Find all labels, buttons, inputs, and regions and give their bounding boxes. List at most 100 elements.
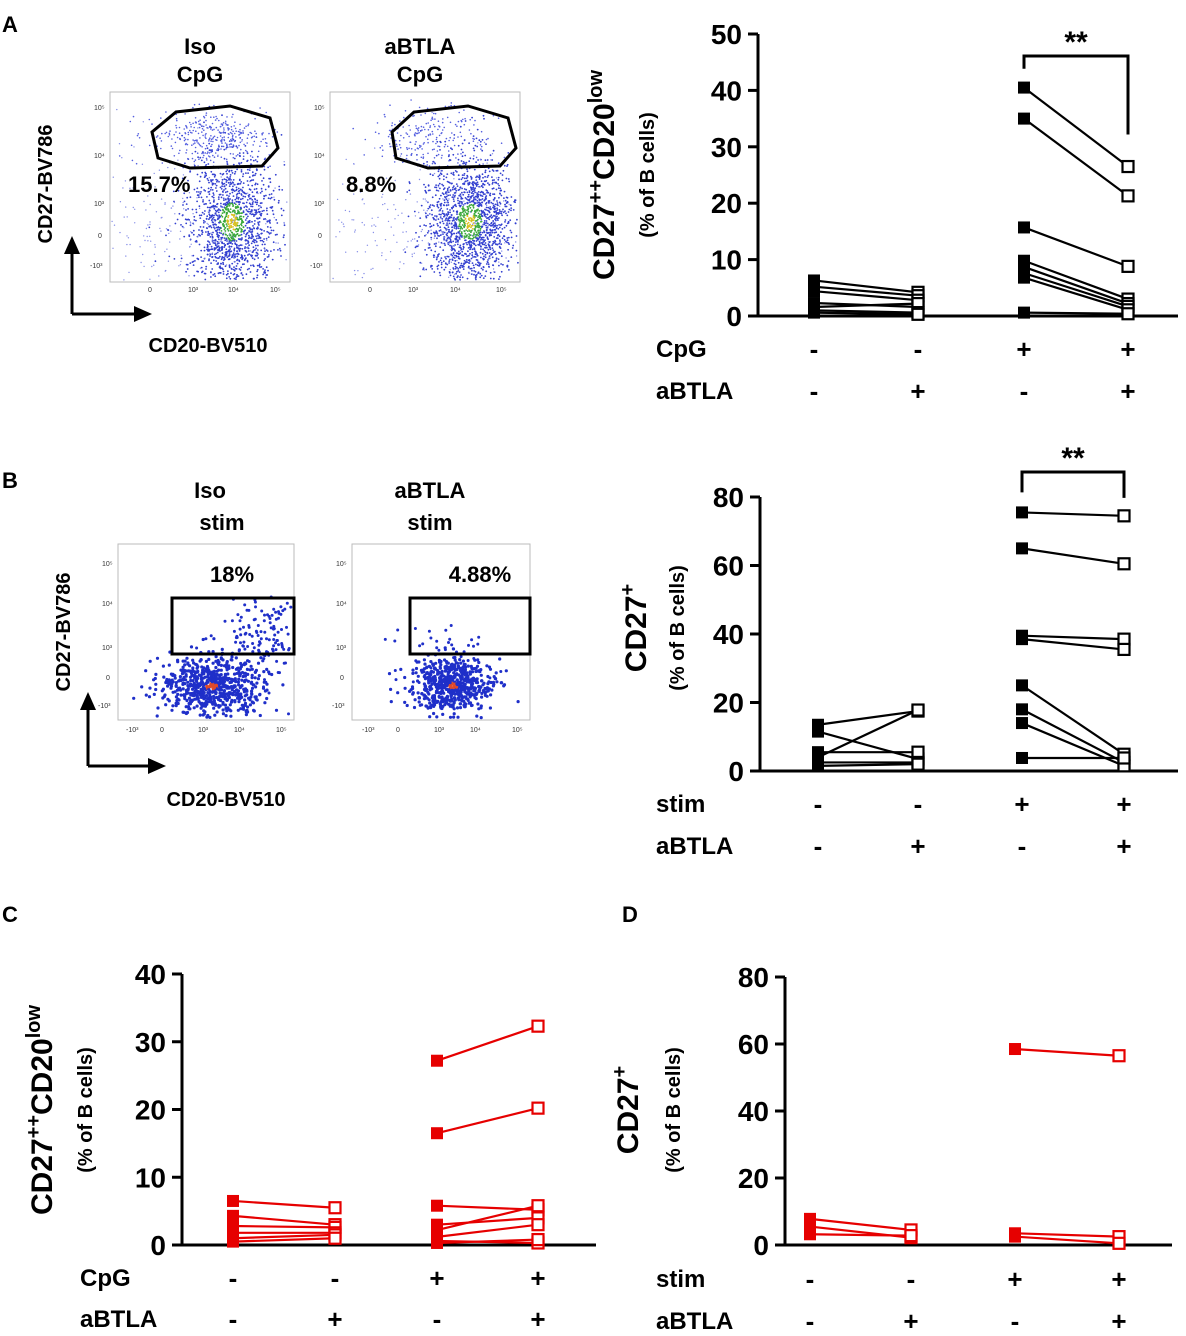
flow-event-dot: [462, 268, 465, 270]
flow-event-dot: [171, 690, 175, 694]
flow-event-dot: [236, 228, 239, 231]
flow-event-dot: [223, 138, 225, 141]
flow-event-dot: [211, 195, 214, 198]
flow-event-dot: [498, 224, 500, 226]
flow-event-dot: [458, 194, 461, 197]
flow-event-dot: [482, 223, 485, 225]
flow-event-dot: [191, 144, 193, 146]
flow-event-dot: [476, 128, 479, 131]
flow-event-dot: [438, 210, 440, 212]
flow-event-dot: [414, 238, 416, 240]
flow-event-dot: [215, 260, 218, 262]
flow-event-dot: [432, 123, 435, 126]
flow-event-dot: [440, 263, 443, 266]
flow-event-dot: [237, 187, 240, 190]
flow-event-dot: [193, 671, 197, 675]
flow-event-dot: [149, 223, 151, 226]
flow-event-dot: [447, 155, 450, 158]
flow-event-dot: [460, 232, 463, 235]
flow-event-dot: [235, 215, 237, 217]
flow-event-dot: [229, 242, 232, 245]
flow-a-y-axis-label: CD27-BV786: [35, 125, 57, 244]
flow-event-dot: [485, 206, 488, 209]
flow-event-dot: [233, 247, 236, 250]
flow-event-dot: [482, 114, 485, 117]
flow-event-dot: [164, 250, 166, 253]
flow-event-dot: [272, 638, 276, 641]
flow-event-dot: [254, 117, 256, 120]
flow-event-dot: [446, 671, 450, 676]
flow-event-dot: [175, 127, 178, 129]
flow-event-dot: [212, 182, 215, 185]
flow-event-dot: [499, 189, 502, 192]
flow-event-dot: [437, 254, 439, 256]
flow-event-dot: [260, 249, 263, 252]
flow-event-dot: [199, 119, 201, 121]
flow-event-dot: [257, 244, 259, 247]
flow-event-dot: [196, 270, 199, 273]
panel-label-a: A: [2, 12, 18, 37]
flow-event-dot: [155, 714, 159, 718]
flow-event-dot: [432, 174, 434, 177]
flow-event-dot: [457, 158, 460, 161]
flow-event-dot: [178, 126, 181, 129]
flow-event-dot: [198, 713, 202, 717]
flow-event-dot: [244, 195, 247, 198]
flow-event-dot: [210, 186, 213, 189]
flow-event-dot: [257, 208, 260, 211]
flow-event-dot: [507, 220, 510, 223]
flow-event-dot: [463, 183, 466, 185]
flow-event-dot: [455, 227, 458, 230]
flow-event-dot: [257, 253, 260, 255]
flow-event-dot: [509, 219, 512, 222]
flow-event-dot: [227, 666, 231, 671]
flow-event-dot: [194, 159, 197, 161]
flow-event-dot: [504, 219, 507, 221]
flow-event-dot: [492, 268, 495, 270]
flow-event-dot: [259, 630, 263, 634]
flow-event-dot: [223, 246, 226, 249]
flow-event-dot: [473, 212, 476, 215]
flow-event-dot: [233, 700, 237, 704]
flow-event-dot: [186, 196, 189, 199]
flow-event-dot: [265, 111, 268, 114]
flow-event-dot: [481, 201, 484, 204]
flow-event-dot: [205, 675, 209, 679]
flow-event-dot: [201, 125, 203, 127]
flow-event-dot: [470, 257, 473, 260]
flow-event-dot: [437, 255, 439, 258]
flow-event-dot: [485, 216, 487, 218]
flow-event-dot: [477, 195, 480, 198]
flow-event-dot: [465, 161, 468, 164]
flow-event-dot: [227, 129, 230, 131]
flow-event-dot: [207, 248, 210, 251]
flow-event-dot: [419, 169, 421, 171]
flow-event-dot: [244, 246, 247, 248]
flow-event-dot: [468, 129, 471, 131]
flow-event-dot: [258, 713, 262, 718]
flow-event-dot: [510, 236, 513, 239]
flow-event-dot: [455, 272, 457, 275]
flow-event-dot: [242, 152, 245, 154]
flow-event-dot: [497, 162, 500, 165]
flow-event-dot: [226, 212, 228, 215]
flow-event-dot: [424, 128, 426, 131]
flow-event-dot: [463, 139, 466, 141]
flow-event-dot: [243, 674, 247, 678]
flow-event-dot: [246, 710, 250, 714]
flow-event-dot: [486, 236, 489, 239]
flow-event-dot: [417, 127, 420, 129]
flow-event-dot: [467, 221, 470, 224]
flow-event-dot: [193, 697, 197, 701]
flow-event-dot: [237, 130, 240, 133]
flow-event-dot: [256, 624, 260, 627]
flow-event-dot: [431, 265, 433, 267]
flow-event-dot: [154, 672, 158, 677]
flow-event-dot: [363, 203, 365, 205]
flow-event-dot: [158, 275, 160, 277]
flow-event-dot: [488, 194, 491, 196]
flow-event-dot: [473, 168, 476, 171]
flow-event-dot: [477, 234, 480, 237]
flow-event-dot: [475, 161, 477, 164]
flow-event-dot: [443, 213, 445, 216]
